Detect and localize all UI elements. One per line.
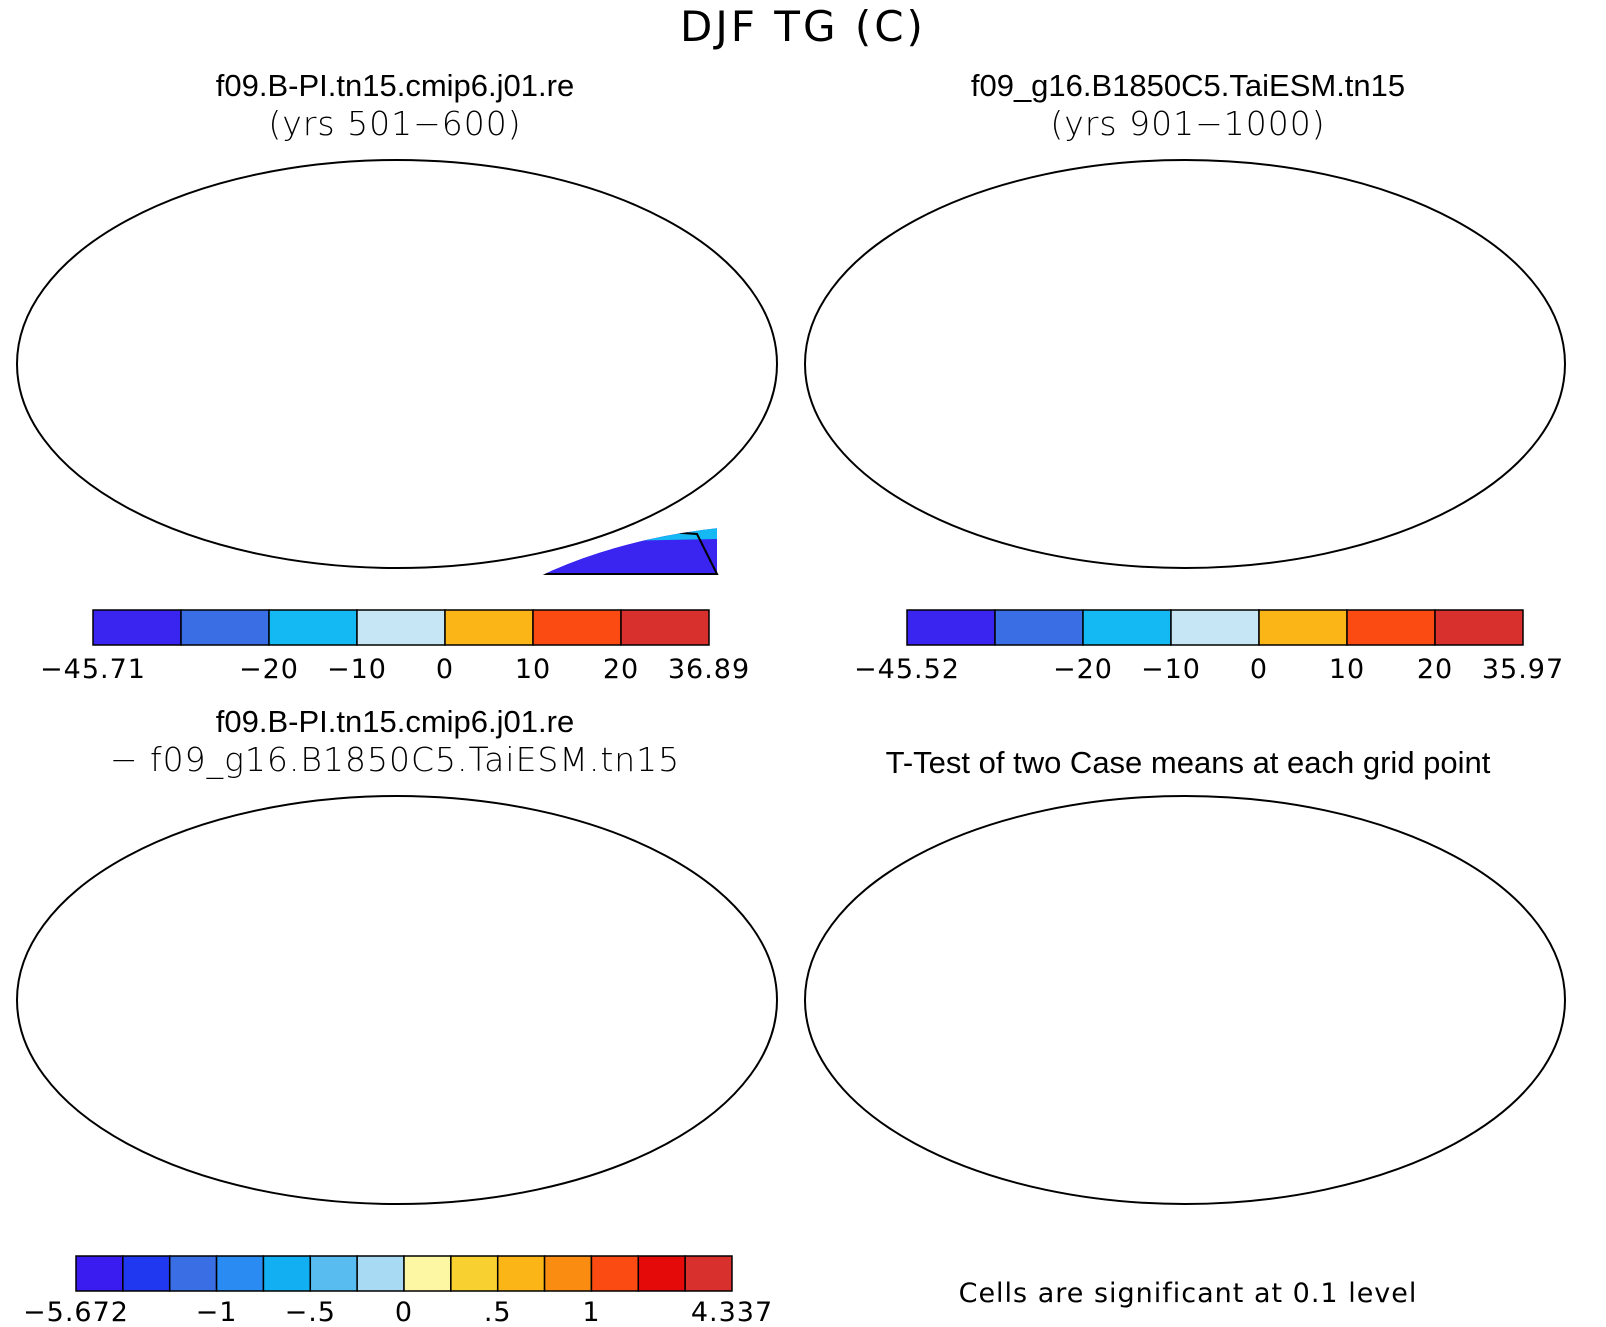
colorbar-box [450, 1255, 499, 1292]
colorbar-box [356, 609, 446, 646]
colorbar-tick-label: −10 [327, 654, 387, 685]
colorbar-tick-label: −5.672 [23, 1297, 129, 1327]
panel4-map [804, 795, 1566, 1205]
colorbar-tick-label: −45.71 [40, 654, 146, 685]
figure-title: DJF TG (C) [680, 2, 926, 51]
colorbar-tick-label: −10 [1141, 654, 1201, 685]
colorbar-tick-label: 0 [395, 1297, 413, 1327]
colorbar-box [637, 1255, 686, 1292]
colorbar-box [309, 1255, 358, 1292]
colorbar-tick-label: −.5 [285, 1297, 336, 1327]
panel2-map [804, 159, 1566, 569]
colorbar-box [590, 1255, 640, 1292]
colorbar-tick-label: 35.97 [1482, 654, 1564, 685]
colorbar-tick-label: 10 [1329, 654, 1365, 685]
colorbar-tick-label: −20 [239, 654, 299, 685]
colorbar-box [268, 609, 358, 646]
colorbar-box [92, 609, 182, 646]
colorbar-tick-label: 1 [582, 1297, 600, 1327]
colorbar-box [543, 1255, 593, 1292]
colorbar-box [1082, 609, 1172, 646]
panel2-colorbar: −45.52 −20 −10 0 10 20 35.97 [854, 609, 1564, 685]
panel2-case-name: f09_g16.B1850C5.TaiESM.tn15 [970, 68, 1406, 103]
colorbar-box [75, 1255, 124, 1292]
colorbar-box [1258, 609, 1348, 646]
panel2-period: (yrs 901−1000) [1050, 104, 1326, 143]
colorbar-box [168, 1255, 218, 1292]
colorbar-box [496, 1255, 546, 1292]
colorbar-tick-label: 0 [436, 654, 454, 685]
panel4-map-frame [804, 795, 1566, 1205]
panel1-period: (yrs 501−600) [268, 104, 522, 143]
panel1-map-frame [16, 159, 778, 569]
colorbar-box [994, 609, 1084, 646]
colorbar-tick-label: −20 [1053, 654, 1113, 685]
colorbar-box [1434, 609, 1524, 646]
colorbar-tick-label: 10 [515, 654, 551, 685]
colorbar-tick-label: −1 [196, 1297, 238, 1327]
colorbar-box [262, 1255, 312, 1292]
colorbar-box [215, 1255, 265, 1292]
colorbar-tick-label: 20 [603, 654, 639, 685]
colorbar-box [403, 1255, 452, 1292]
colorbar-box [620, 609, 710, 646]
panel3-map-frame [16, 795, 778, 1205]
panel3-difference-label: − f09_g16.B1850C5.TaiESM.tn15 [109, 740, 681, 779]
panel1-colorbar: −45.71 −20 −10 0 10 20 36.89 [40, 609, 750, 685]
colorbar-tick-label: 20 [1417, 654, 1453, 685]
colorbar-box [122, 1255, 171, 1292]
panel2-map-frame [804, 159, 1566, 569]
panel1-title: f09.B-PI.tn15.cmip6.j01.re (yrs 501−600) [0, 68, 790, 143]
panel3-title: f09.B-PI.tn15.cmip6.j01.re − f09_g16.B18… [0, 704, 790, 779]
panel3-colorbar: −5.672 −1 −.5 0 .5 1 4.337 [23, 1255, 773, 1327]
panel4-significance-note: Cells are significant at 0.1 level [958, 1278, 1418, 1309]
colorbar-tick-label: .5 [484, 1297, 512, 1327]
colorbar-box [532, 609, 622, 646]
panel4-ttest-title: T-Test of two Case means at each grid po… [885, 745, 1491, 780]
panel3-map [16, 795, 778, 1205]
colorbar-tick-label: 4.337 [691, 1297, 773, 1327]
colorbar-box [684, 1255, 733, 1292]
colorbar-tick-label: 36.89 [668, 654, 750, 685]
panel1-case-name: f09.B-PI.tn15.cmip6.j01.re [215, 68, 575, 103]
colorbar-box [906, 609, 996, 646]
colorbar-box [1346, 609, 1436, 646]
colorbar-box [180, 609, 270, 646]
panel4-title: T-Test of two Case means at each grid po… [793, 745, 1583, 781]
colorbar-box [356, 1255, 405, 1292]
colorbar-tick-label: 0 [1250, 654, 1268, 685]
panel2-title: f09_g16.B1850C5.TaiESM.tn15 (yrs 901−100… [793, 68, 1583, 143]
panel3-case-name: f09.B-PI.tn15.cmip6.j01.re [215, 704, 575, 739]
colorbar-tick-label: −45.52 [854, 654, 960, 685]
colorbar-box [1170, 609, 1260, 646]
panel1-map [16, 159, 778, 575]
colorbar-box [444, 609, 534, 646]
